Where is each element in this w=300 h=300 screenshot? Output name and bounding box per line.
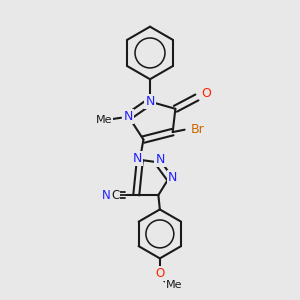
Text: N: N <box>102 189 111 202</box>
Text: C: C <box>111 189 119 202</box>
Text: Me: Me <box>166 280 182 290</box>
Text: O: O <box>201 87 211 101</box>
Text: N: N <box>168 171 177 184</box>
Text: O: O <box>155 267 164 280</box>
Text: N: N <box>124 110 133 123</box>
Text: N: N <box>155 153 165 167</box>
Text: Br: Br <box>190 123 204 136</box>
Text: Me: Me <box>96 115 112 124</box>
Text: N: N <box>133 152 142 165</box>
Text: N: N <box>145 95 155 108</box>
